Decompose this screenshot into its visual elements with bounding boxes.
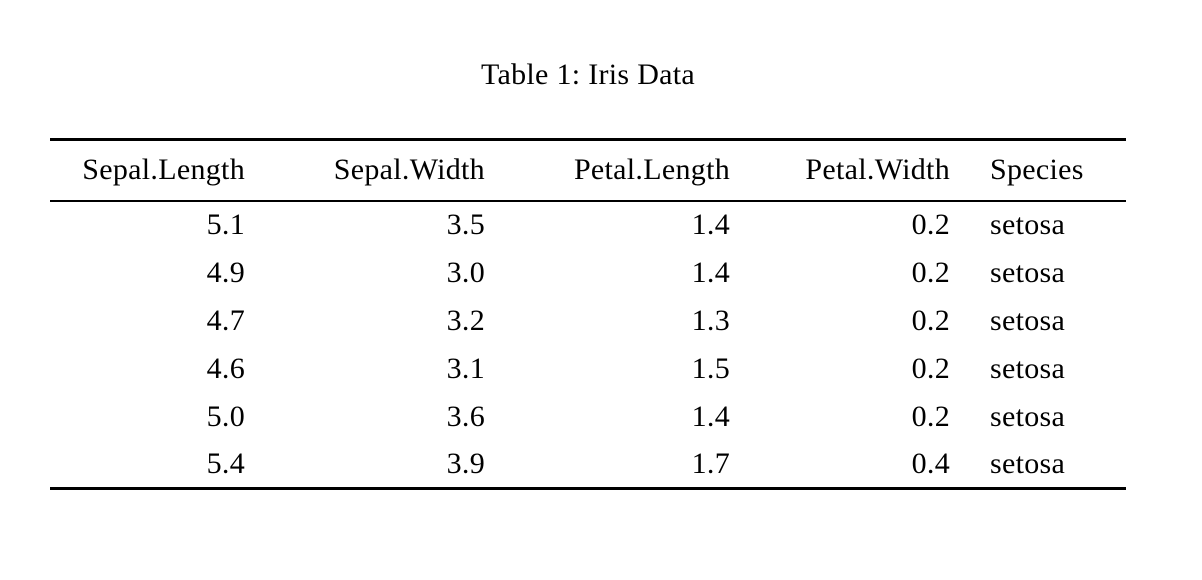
table-cell: 3.5 [446,208,485,241]
table-cell: setosa [990,255,1066,289]
header-row: Sepal.Length Sepal.Width Petal.Length Pe… [50,139,1126,202]
table-cell: 1.7 [691,446,730,480]
table-cell: 4.7 [206,303,245,337]
column-header-sepal-length: Sepal.Length [50,139,245,202]
table-body: 5.1 3.5 1.4 0.2 setosa 4.9 3.0 1.4 0.2 s… [50,201,1126,489]
table-row: 4.6 3.1 1.5 0.2 setosa [50,345,1126,393]
table-cell: 3.2 [446,303,485,337]
column-header-sepal-width: Sepal.Width [245,139,485,202]
iris-data-table: Sepal.Length Sepal.Width Petal.Length Pe… [50,138,1126,490]
table-cell: 0.2 [911,399,950,433]
table-row: 5.1 3.5 1.4 0.2 setosa [50,201,1126,249]
table-cell: 3.9 [446,446,485,480]
table-row: 4.9 3.0 1.4 0.2 setosa [50,249,1126,297]
table-cell: setosa [990,446,1066,480]
table-cell: 0.4 [911,446,950,480]
table-cell: setosa [990,208,1066,241]
table-cell: 0.2 [911,255,950,289]
table-cell: setosa [990,351,1066,385]
table-cell: 4.9 [206,255,245,289]
table-cell: 5.0 [206,399,245,433]
table-cell: 1.4 [691,208,730,241]
table-cell: setosa [990,303,1066,337]
table-cell: 5.1 [206,208,245,241]
column-header-petal-length: Petal.Length [485,139,730,202]
table-row: 5.4 3.9 1.7 0.4 setosa [50,441,1126,489]
table-cell: 3.0 [446,255,485,289]
table-cell: 1.3 [691,303,730,337]
table-cell: 3.6 [446,399,485,433]
table-cell: 0.2 [911,303,950,337]
table-cell: 4.6 [206,351,245,385]
table-cell: 0.2 [911,351,950,385]
table-cell: 1.5 [691,351,730,385]
table-row: 5.0 3.6 1.4 0.2 setosa [50,393,1126,441]
table-cell: 1.4 [691,255,730,289]
table-header: Sepal.Length Sepal.Width Petal.Length Pe… [50,139,1126,202]
table-row: 4.7 3.2 1.3 0.2 setosa [50,297,1126,345]
column-header-species: Species [950,139,1126,202]
column-header-petal-width: Petal.Width [730,139,950,202]
table-cell: setosa [990,399,1066,433]
table-cell: 0.2 [911,208,950,241]
table-cell: 3.1 [446,351,485,385]
table-cell: 1.4 [691,399,730,433]
table-cell: 5.4 [206,446,245,480]
table-caption: Table 1: Iris Data [480,58,696,91]
